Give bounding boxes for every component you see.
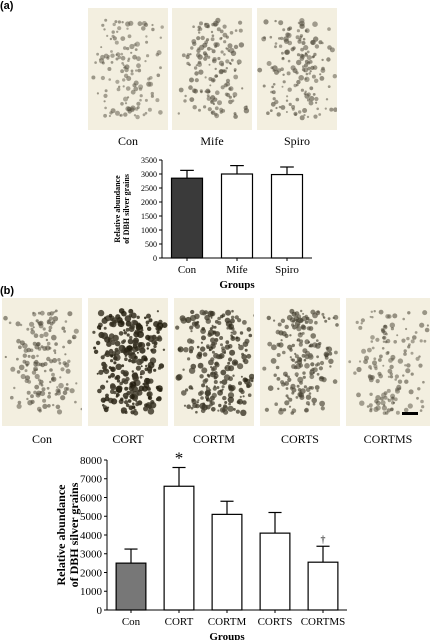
chart-a-y-tick-label: 3500 xyxy=(141,156,157,165)
chart-a-y-tick-label: 2000 xyxy=(141,198,157,207)
micrograph-texture xyxy=(257,18,337,121)
chart-a-x-tick-label: Spiro xyxy=(275,264,299,276)
micrograph-texture xyxy=(177,17,250,119)
chart-a: 0 500 1000 1500 2000 2500 3000 3500 Con Mife Spiro… xyxy=(113,156,312,290)
chart-a-bar-spiro xyxy=(270,173,304,259)
micrograph-a-spiro xyxy=(257,8,337,130)
chart-a-y-axis-label: of DBH silver grains xyxy=(122,174,131,244)
image-label-a-spiro: Spiro xyxy=(283,134,310,148)
chart-a-bar-con xyxy=(170,177,204,259)
panel-a-label: (a) xyxy=(0,0,14,12)
scale-bar xyxy=(402,412,418,415)
micrograph-b-cortm xyxy=(174,298,254,426)
image-label-b-cortm: CORTM xyxy=(193,432,235,446)
chart-a-y-tick-label: 3000 xyxy=(141,170,157,179)
chart-a-y-tick-label: 500 xyxy=(145,240,157,249)
chart-b-y-tick-label: 1000 xyxy=(80,586,103,598)
chart-b-x-tick-label: CORTM xyxy=(208,616,247,628)
chart-b-y-tick-label: 2000 xyxy=(80,567,103,579)
chart-a-y-tick-label: 2500 xyxy=(141,184,157,193)
chart-b-bar-cortms xyxy=(307,561,339,611)
image-label-b-corts: CORTS xyxy=(281,432,319,446)
chart-a-x-tick-label: Con xyxy=(178,264,197,276)
chart-b-y-tick-label: 6000 xyxy=(80,492,103,504)
chart-b-y-tick-label: 5000 xyxy=(80,511,103,523)
chart-b-bar-cortm xyxy=(211,513,243,611)
chart-b-bar-cort xyxy=(163,485,195,611)
micrograph-texture xyxy=(92,308,168,416)
micrograph-b-con xyxy=(2,298,82,426)
image-label-a-mife: Mife xyxy=(200,134,224,148)
chart-b-y-tick-label: 7000 xyxy=(80,474,103,486)
chart-a-x-axis-label: Groups xyxy=(219,279,255,290)
micrograph-b-corts xyxy=(260,298,340,426)
chart-b-y-tick-label: 3000 xyxy=(80,549,103,561)
chart-a-x-tick-label: Mife xyxy=(226,264,248,276)
chart-b-bar-con xyxy=(115,562,147,611)
chart-a-y-tick-label: 1500 xyxy=(141,212,157,221)
chart-a-y-axis-label: Relative abundance xyxy=(113,175,122,243)
micrograph-texture xyxy=(262,308,339,415)
image-label-b-cort: CORT xyxy=(112,432,144,446)
chart-b-x-tick-label: Con xyxy=(122,616,141,628)
micrograph-b-cort xyxy=(88,298,168,426)
image-label-a-con: Con xyxy=(117,134,138,148)
chart-b-y-axis-label: of DBH silver grains xyxy=(67,482,81,587)
chart-b-bar-corts xyxy=(259,532,291,611)
chart-b-x-tick-label: CORTMS xyxy=(301,616,346,628)
micrograph-a-mife xyxy=(172,8,252,130)
chart-b-significance-marker: * xyxy=(175,449,184,468)
chart-b-y-tick-label: 4000 xyxy=(80,530,103,542)
chart-b-y-tick-label: 8000 xyxy=(80,455,103,467)
chart-a-y-tick-label: 1000 xyxy=(141,226,157,235)
micrograph-texture xyxy=(175,309,254,416)
chart-a-bar-mife xyxy=(220,173,254,259)
chart-b: 0 1000 2000 3000 4000 5000 6000 7000 8000 Con CORT… xyxy=(55,449,347,640)
chart-a-y-tick-label: 0 xyxy=(153,254,157,263)
micrograph-texture xyxy=(91,18,164,120)
chart-b-y-tick-label: 0 xyxy=(97,605,103,617)
chart-b-significance-marker: † xyxy=(321,534,326,545)
image-label-b-cortms: CORTMS xyxy=(363,432,413,446)
chart-b-x-axis-label: Groups xyxy=(209,631,245,640)
panel-b-label: (b) xyxy=(0,285,15,297)
image-label-b-con: Con xyxy=(31,432,52,446)
micrograph-b-cortms xyxy=(346,298,430,426)
chart-b-y-axis-label: Relative abundance xyxy=(55,484,68,586)
micrograph-a-con xyxy=(88,8,168,130)
chart-b-x-tick-label: CORT xyxy=(165,616,194,628)
micrograph-texture xyxy=(3,309,82,415)
micrograph-texture xyxy=(348,309,430,415)
chart-b-x-tick-label: CORTS xyxy=(258,616,293,628)
